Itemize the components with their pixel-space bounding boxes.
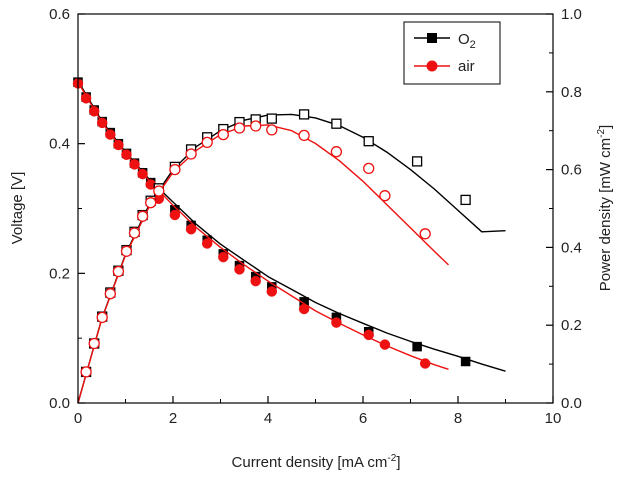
data-point-air-voltage-11 [169,209,181,221]
y2-tick-label: 0.8 [561,84,582,101]
data-point-air-voltage-3 [96,117,108,129]
data-point-air-voltage-6 [121,149,132,160]
data-point-air-power-15 [250,120,262,132]
data-point-air-power-3 [104,288,116,300]
data-point-air-voltage-22 [419,358,431,369]
y-axis-title: Voltage [V] [9,172,26,245]
data-point-o2-power-16 [266,113,277,124]
x-tick-label: 10 [545,410,562,427]
data-point-o2-power-20 [411,156,423,167]
data-point-air-power-2 [96,311,108,324]
legend: O2 air [403,21,501,85]
data-point-air-voltage-19 [331,317,342,328]
data-point-air-power-17 [298,129,310,142]
x-tick-label: 0 [74,410,82,427]
data-point-air-power-7 [136,210,149,222]
data-point-air-power-1 [88,337,100,350]
data-point-air-voltage-21 [379,339,391,350]
data-point-air-voltage-7 [129,159,140,170]
y2-tick-label: 0.0 [561,395,582,412]
x-tick-label: 4 [264,410,272,427]
y-tick-label: 0.0 [49,395,70,412]
data-point-air-voltage-17 [266,286,278,297]
data-point-air-power-13 [217,128,229,141]
y-tick-label: 0.2 [49,265,70,282]
y-tick-label: 0.4 [49,136,70,153]
data-point-air-voltage-5 [113,139,124,151]
data-point-air-power-19 [363,162,375,175]
data-point-air-voltage-2 [88,106,100,117]
y2-tick-label: 1.0 [561,6,582,23]
legend-o2-marker [427,33,437,43]
data-point-air-voltage-15 [234,264,245,275]
y2-tick-label: 0.4 [561,239,582,256]
data-point-air-power-16 [266,124,278,136]
data-point-air-power-10 [169,163,181,176]
legend-air-label: air [458,58,475,75]
plot-layer [72,77,506,404]
legend-air-marker [426,60,438,72]
y2-tick-label: 0.2 [561,317,582,334]
series-line-o2-voltage [77,80,506,372]
data-point-air-power-9 [153,185,165,197]
data-point-air-voltage-20 [363,329,374,341]
axes-layer: 0 2 4 6 8 100.00.20.40.60.00.20.40.60.81.0 [49,6,582,427]
data-point-air-voltage-16 [250,275,261,287]
data-point-air-voltage-18 [298,303,310,315]
data-point-air-power-11 [185,148,197,160]
data-point-o2-power-18 [331,118,342,129]
data-point-o2-voltage-22 [460,356,471,367]
x-axis-title: Current density [mA cm-2] [232,453,401,471]
data-point-air-voltage-13 [201,238,213,249]
data-point-air-voltage-1 [80,93,92,104]
y-tick-label: 0.6 [49,6,70,23]
data-point-air-power-20 [379,190,391,202]
data-point-o2-power-17 [298,109,310,120]
data-point-o2-power-21 [460,194,471,206]
y2-axis-title: Power density [mW cm-2] [596,125,614,291]
y2-tick-label: 0.6 [561,162,582,179]
legend-box [403,21,501,85]
data-point-air-power-8 [145,197,157,209]
data-point-air-power-21 [419,228,431,240]
data-point-air-voltage-14 [218,251,229,263]
series-line-air-power [77,124,449,404]
legend-o2-label: O2 [458,31,476,51]
data-point-air-power-0 [80,366,92,378]
data-point-air-power-6 [128,227,141,239]
data-point-air-voltage-8 [137,168,148,180]
x-tick-label: 6 [359,410,367,427]
data-point-air-power-12 [201,136,213,149]
data-point-air-power-4 [112,265,125,278]
data-point-air-voltage-4 [105,129,116,140]
x-tick-label: 2 [169,410,177,427]
data-point-air-power-18 [330,146,343,158]
data-point-o2-power-19 [363,136,374,147]
data-point-air-power-14 [233,122,246,134]
data-point-air-power-5 [120,245,133,257]
data-point-air-voltage-12 [185,223,197,235]
x-tick-label: 8 [454,410,462,427]
data-point-o2-voltage-21 [412,341,422,352]
